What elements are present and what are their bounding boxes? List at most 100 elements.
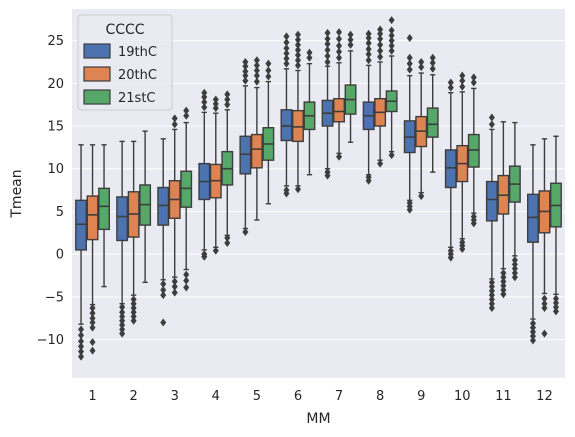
box: [98, 187, 110, 231]
outlier-point: [89, 309, 96, 318]
outlier-point: [365, 56, 372, 65]
outlier-point: [253, 77, 260, 86]
outlier-point: [365, 50, 372, 59]
outlier-point: [511, 273, 518, 282]
outlier-point: [224, 100, 231, 109]
outlier-point: [347, 40, 354, 49]
y-tick-label: 5: [56, 205, 64, 220]
outlier-point: [283, 49, 290, 58]
outlier-point: [89, 318, 96, 327]
outlier-point: [541, 299, 548, 308]
outlier-point: [377, 25, 384, 34]
outlier-point: [201, 98, 208, 107]
outlier-point: [347, 30, 354, 39]
outlier-point: [529, 332, 536, 341]
outlier-point: [377, 46, 384, 55]
outlier-point: [347, 35, 354, 44]
outlier-point: [294, 40, 301, 49]
outlier-point: [500, 290, 507, 299]
y-tick-label: 20: [47, 77, 64, 92]
outlier-point: [242, 57, 249, 66]
outlier-point: [488, 278, 495, 287]
legend-entry-label: 19thC: [118, 45, 157, 60]
outlier-point: [336, 47, 343, 56]
outlier-point: [89, 323, 96, 332]
outlier-point: [78, 331, 85, 340]
outlier-point: [78, 342, 85, 351]
outlier-point: [488, 113, 495, 122]
legend-swatch: [83, 66, 111, 82]
outlier-point: [324, 57, 331, 66]
outlier-point: [406, 53, 413, 62]
outlier-point: [388, 36, 395, 45]
outlier-point: [201, 252, 208, 261]
outlier-point: [459, 71, 466, 80]
outlier-point: [552, 303, 559, 312]
outlier-point: [500, 286, 507, 295]
outlier-point: [294, 51, 301, 60]
outlier-point: [488, 286, 495, 295]
outlier-point: [500, 281, 507, 290]
outlier-point: [78, 325, 85, 334]
outlier-point: [212, 104, 219, 113]
outlier-point: [459, 76, 466, 85]
series-group: [98, 16, 562, 316]
outlier-point: [541, 329, 548, 338]
outlier-point: [119, 316, 126, 325]
outlier-point: [224, 90, 231, 99]
legend-title: CCCC: [105, 22, 144, 38]
outlier-point: [365, 39, 372, 48]
box: [157, 186, 170, 226]
outlier-point: [201, 92, 208, 101]
outlier-point: [470, 78, 477, 87]
outlier-point: [283, 32, 290, 41]
x-tick-label: 6: [294, 389, 302, 404]
box: [527, 193, 539, 243]
outlier-point: [429, 64, 436, 73]
outlier-point: [388, 41, 395, 50]
outlier-point: [253, 66, 260, 75]
outlier-point: [242, 71, 249, 80]
outlier-point: [418, 57, 425, 66]
outlier-point: [541, 294, 548, 303]
outlier-point: [283, 54, 290, 63]
outlier-point: [171, 282, 178, 291]
outlier-point: [324, 46, 331, 54]
outlier-point: [160, 318, 167, 327]
outlier-point: [294, 61, 301, 70]
y-tick-label: −5: [45, 290, 64, 305]
x-tick-label: 12: [536, 389, 553, 404]
outlier-point: [224, 233, 231, 242]
y-tick-label: 0: [56, 248, 64, 263]
y-tick-label: 15: [47, 120, 64, 135]
outlier-point: [406, 205, 413, 214]
outlier-point: [306, 48, 313, 57]
x-axis-label: MM: [306, 411, 330, 427]
outlier-point: [418, 192, 425, 201]
x-tick-label: 4: [212, 389, 220, 404]
outlier-point: [500, 268, 507, 277]
outlier-point: [89, 346, 96, 355]
outlier-point: [529, 327, 536, 336]
y-tick-label: 10: [47, 162, 64, 177]
box: [333, 97, 345, 123]
outlier-point: [130, 312, 137, 321]
outlier-point: [171, 288, 178, 297]
outlier-point: [183, 111, 190, 120]
outlier-point: [294, 46, 301, 54]
legend-swatch: [83, 43, 111, 59]
outlier-point: [201, 88, 208, 97]
x-tick-label: 5: [253, 389, 261, 404]
outlier-point: [511, 260, 518, 269]
outlier-point: [447, 83, 454, 92]
outlier-point: [459, 245, 466, 254]
outlier-point: [242, 76, 249, 85]
outlier-point: [212, 95, 219, 104]
outlier-point: [324, 28, 331, 37]
y-tick-labels: −10 −5 0 5 10 15 20 25: [37, 34, 64, 348]
outlier-point: [488, 303, 495, 312]
outlier-point: [265, 59, 272, 68]
box: [75, 199, 87, 251]
box-groups: [75, 16, 562, 361]
